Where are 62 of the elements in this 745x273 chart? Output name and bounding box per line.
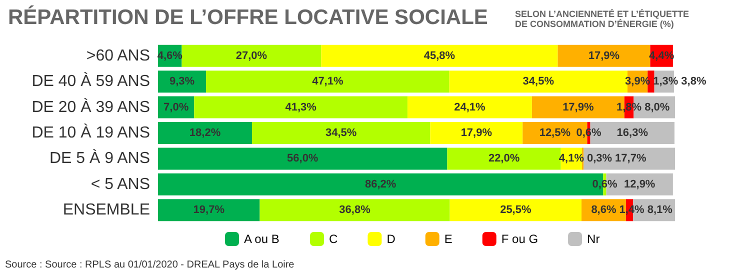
- data-label: 0,3%: [586, 152, 612, 165]
- bar: [158, 122, 252, 144]
- bar: [182, 44, 322, 67]
- data-label: 36,8%: [339, 204, 371, 216]
- y-tick-label: ENSEMBLE: [62, 202, 150, 219]
- data-label: 7,0%: [164, 101, 189, 114]
- bar: [158, 199, 260, 222]
- data-label: 19,7%: [193, 204, 225, 216]
- data-label: 17,7%: [615, 152, 646, 165]
- data-label: 18,2%: [189, 127, 221, 139]
- bar: [430, 122, 523, 144]
- data-label: 12,9%: [624, 178, 656, 190]
- data-label: 41,3%: [285, 101, 317, 114]
- y-tick-label: DE 40 À 59 ANS: [32, 72, 150, 90]
- data-label: 8,0%: [644, 101, 670, 114]
- bar: [558, 44, 650, 67]
- data-label: 12,5%: [539, 127, 571, 139]
- data-label: 45,8%: [424, 50, 456, 62]
- data-label: 47,1%: [312, 76, 344, 88]
- y-tick-label: DE 20 À 39 ANS: [32, 98, 150, 116]
- data-label: 17,9%: [588, 50, 620, 62]
- bar: [158, 148, 448, 170]
- data-label: 0,6%: [576, 127, 602, 139]
- y-tick-label: < 5 ANS: [90, 176, 150, 193]
- data-label: 27,0%: [236, 50, 268, 62]
- chart-title: RÉPARTITION DE L’OFFRE LOCATIVE SOCIALE: [8, 5, 488, 29]
- bar: [450, 199, 582, 222]
- data-label: 24,1%: [454, 101, 486, 114]
- bar: [206, 70, 450, 93]
- data-label: 16,3%: [616, 127, 648, 139]
- legend-label: A ou B: [244, 232, 280, 246]
- data-label: 17,9%: [562, 101, 594, 114]
- data-label: 9,3%: [169, 76, 195, 88]
- y-tick-label: >60 ANS: [86, 47, 150, 64]
- legend-label: E: [444, 232, 452, 246]
- data-label: 3,8%: [681, 76, 706, 88]
- data-label: 0,6%: [592, 178, 618, 190]
- data-label: 56,0%: [287, 152, 318, 165]
- y-tick-label: DE 5 À 9 ANS: [50, 149, 150, 168]
- chart-subtitle: SELON L’ANCIENNETÉ ET L’ÉTIQUETTE DE CONSOMMATION D’ÉNERGIE (%): [515, 9, 690, 29]
- bar: [260, 199, 450, 222]
- legend-label: C: [329, 232, 338, 246]
- data-label: 17,9%: [460, 127, 492, 139]
- legend-label: Nr: [587, 232, 600, 246]
- data-label: 1,4%: [619, 204, 645, 216]
- data-label: 8,6%: [591, 204, 616, 216]
- bar: [321, 44, 558, 67]
- data-label: 25,5%: [500, 204, 532, 216]
- data-label: 22,0%: [488, 152, 520, 165]
- data-label: 34,5%: [522, 76, 554, 88]
- source-note: Source : Source : RPLS au 01/01/2020 - DREAL Pays de la Loire: [5, 260, 295, 270]
- data-label: 86,2%: [365, 178, 396, 190]
- bar: [407, 96, 532, 118]
- data-label: 1,8%: [616, 101, 642, 114]
- bar: [194, 96, 408, 118]
- bar: [252, 122, 430, 144]
- legend-label: F ou G: [501, 232, 538, 246]
- y-tick-label: DE 10 À 19 ANS: [32, 124, 150, 142]
- data-label: 8,1%: [647, 204, 673, 216]
- bar: [447, 148, 561, 170]
- legend-label: D: [386, 232, 396, 246]
- data-label: 34,5%: [325, 127, 357, 139]
